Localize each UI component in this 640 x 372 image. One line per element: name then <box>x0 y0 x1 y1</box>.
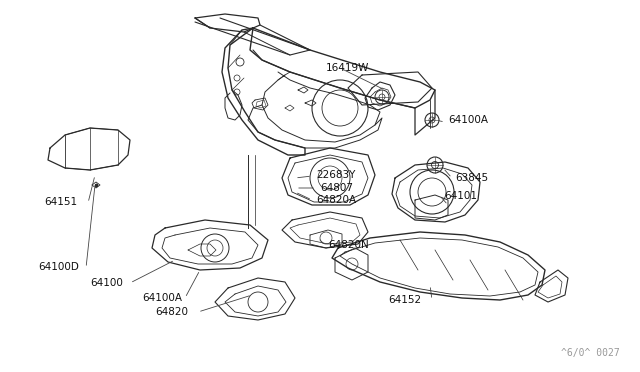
Text: 64100D: 64100D <box>38 262 79 272</box>
Text: 64100A: 64100A <box>142 293 182 303</box>
Text: 64100A: 64100A <box>448 115 488 125</box>
Text: 64151: 64151 <box>44 197 77 207</box>
Text: 64820N: 64820N <box>328 240 369 250</box>
Text: 16419W: 16419W <box>326 63 369 73</box>
Text: 64101: 64101 <box>444 191 477 201</box>
Text: 64152: 64152 <box>388 295 421 305</box>
Text: 64820: 64820 <box>155 307 188 317</box>
Text: ^6/0^ 0027: ^6/0^ 0027 <box>561 348 620 358</box>
Text: 63845: 63845 <box>455 173 488 183</box>
Text: 64807: 64807 <box>320 183 353 193</box>
Text: 64820A: 64820A <box>316 195 356 205</box>
Text: 22683Y: 22683Y <box>316 170 355 180</box>
Text: 64100: 64100 <box>90 278 123 288</box>
